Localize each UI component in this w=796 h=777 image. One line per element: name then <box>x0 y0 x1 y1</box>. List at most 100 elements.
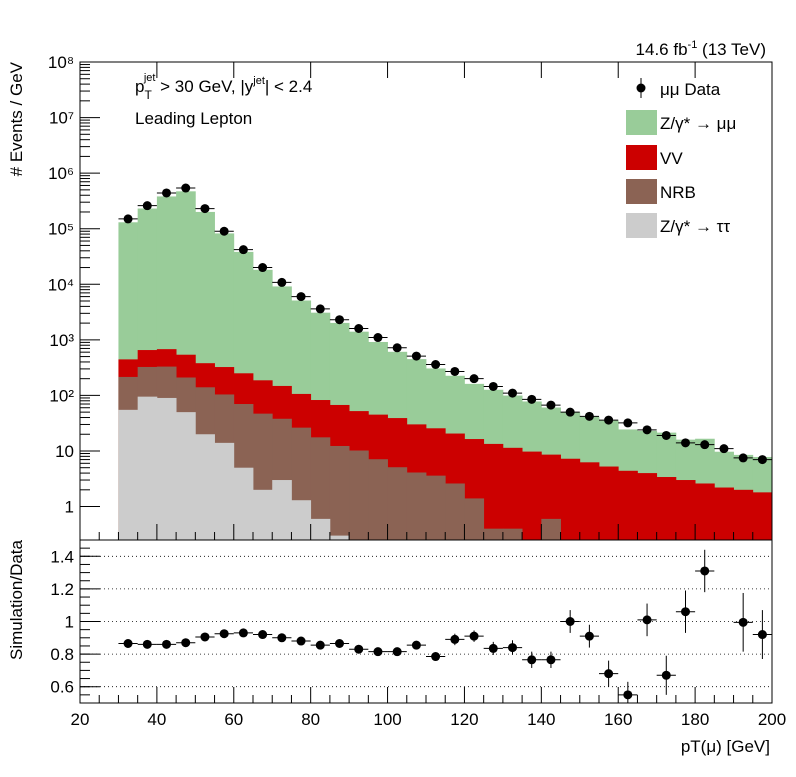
data-points <box>118 183 772 465</box>
bar-vv-27 <box>637 473 658 540</box>
bar-nrb-11 <box>329 445 350 540</box>
bar-vv-31 <box>714 487 734 540</box>
bar-z--6 <box>233 467 254 540</box>
bar-vv-33 <box>752 492 773 540</box>
legend-swatch-zmm <box>626 110 657 135</box>
bar-nrb-19 <box>483 528 504 540</box>
region-label: Leading Lepton <box>135 109 252 128</box>
main-y-tick-label-5: 10⁵ <box>48 220 74 239</box>
data-point-19 <box>488 381 498 391</box>
ratio-point-0 <box>123 639 133 649</box>
bar-vv-29 <box>675 480 696 540</box>
data-point-27 <box>642 425 652 435</box>
data-point-30 <box>700 440 710 450</box>
ratio-y-tick-label-4: 1.4 <box>50 547 74 566</box>
bar-z--0 <box>118 409 139 540</box>
ratio-point-31 <box>738 617 748 627</box>
data-point-4 <box>200 204 210 214</box>
main-y-tick-label-7: 10⁷ <box>49 109 74 128</box>
ratio-point-5 <box>219 629 229 639</box>
data-point-6 <box>238 245 248 255</box>
x-tick-label-0: 20 <box>71 710 90 729</box>
bar-vv-21 <box>522 451 542 540</box>
data-point-8 <box>277 277 287 287</box>
bar-nrb-15 <box>406 472 427 540</box>
legend-label-nrb: NRB <box>660 183 696 202</box>
bar-vv-19 <box>483 443 504 540</box>
ratio-point-11 <box>335 639 344 649</box>
data-point-18 <box>469 374 479 384</box>
data-point-2 <box>162 188 171 198</box>
data-point-10 <box>315 304 325 314</box>
legend-label-data: μμ Data <box>660 80 721 99</box>
bar-vv-26 <box>618 470 638 540</box>
bar-z--1 <box>137 396 158 540</box>
ratio-point-3 <box>181 638 191 648</box>
data-point-29 <box>681 438 690 448</box>
ratio-point-2 <box>162 639 171 649</box>
x-tick-label-7: 160 <box>604 710 632 729</box>
ratio-point-26 <box>623 690 633 700</box>
ratio-y-tick-label-1: 0.8 <box>50 645 74 664</box>
bar-z--3 <box>176 412 196 540</box>
main-y-tick-label-3: 10³ <box>49 331 74 350</box>
ratio-point-16 <box>431 652 441 662</box>
data-point-15 <box>411 351 421 361</box>
ratio-point-17 <box>450 634 460 644</box>
ratio-point-30 <box>700 566 710 576</box>
ratio-point-19 <box>488 643 498 653</box>
ratio-point-10 <box>315 640 325 650</box>
legend-label-vv: VV <box>660 149 683 168</box>
main-y-tick-label-0: 1 <box>65 498 74 517</box>
bar-z--10 <box>310 518 331 540</box>
data-point-17 <box>450 366 460 376</box>
legend: μμ Data Z/γ* → μμ VV NRB Z/γ* → ττ <box>626 78 736 238</box>
ratio-point-7 <box>258 630 268 640</box>
bar-vv-24 <box>579 462 600 540</box>
ratio-point-32 <box>757 630 767 640</box>
bar-vv-32 <box>733 489 754 540</box>
data-point-0 <box>123 214 133 224</box>
bar-vv-22 <box>541 454 561 540</box>
data-point-9 <box>296 292 306 302</box>
legend-swatch-vv <box>626 145 657 170</box>
ratio-y-tick-label-2: 1 <box>65 613 74 632</box>
legend-swatch-nrb <box>626 179 657 204</box>
data-point-13 <box>373 333 383 343</box>
bar-vv-25 <box>599 466 619 540</box>
main-y-tick-label-6: 10⁶ <box>48 164 74 183</box>
bar-nrb-20 <box>502 528 523 540</box>
bar-nrb-16 <box>426 475 446 540</box>
legend-label-ztt: Z/γ* → ττ <box>660 217 730 236</box>
data-point-20 <box>508 388 517 398</box>
ratio-point-21 <box>527 655 537 665</box>
main-y-axis: 1 10 10² 10³ 10⁴ 10⁵ 10⁶ 10⁷ 10⁸ <box>48 53 100 517</box>
bar-nrb-22 <box>541 518 561 540</box>
ratio-point-1 <box>142 639 152 649</box>
ratio-point-25 <box>604 669 614 679</box>
ratio-points <box>118 549 772 703</box>
bar-nrb-12 <box>349 450 369 540</box>
data-point-5 <box>219 226 229 236</box>
x-tick-label-3: 80 <box>301 710 320 729</box>
ratio-point-24 <box>584 631 594 641</box>
data-point-28 <box>661 430 671 440</box>
x-tick-label-6: 140 <box>527 710 555 729</box>
legend-swatch-ztt <box>626 213 657 238</box>
bar-nrb-18 <box>464 498 485 540</box>
ratio-point-23 <box>565 617 575 626</box>
bar-nrb-10 <box>310 437 331 540</box>
ratio-y-axis: 0.6 0.8 1 1.2 1.4 <box>50 547 100 697</box>
x-tick-label-4: 100 <box>373 710 401 729</box>
ratio-point-8 <box>277 633 287 643</box>
ratio-gridlines <box>80 555 772 688</box>
ratio-point-4 <box>200 632 210 642</box>
data-point-33 <box>757 455 767 465</box>
ratio-point-18 <box>469 631 479 641</box>
data-point-24 <box>584 411 594 421</box>
bar-vv-30 <box>695 483 715 540</box>
ratio-point-29 <box>681 607 690 617</box>
data-point-12 <box>354 323 364 333</box>
data-point-14 <box>392 343 402 353</box>
data-point-1 <box>142 201 152 211</box>
